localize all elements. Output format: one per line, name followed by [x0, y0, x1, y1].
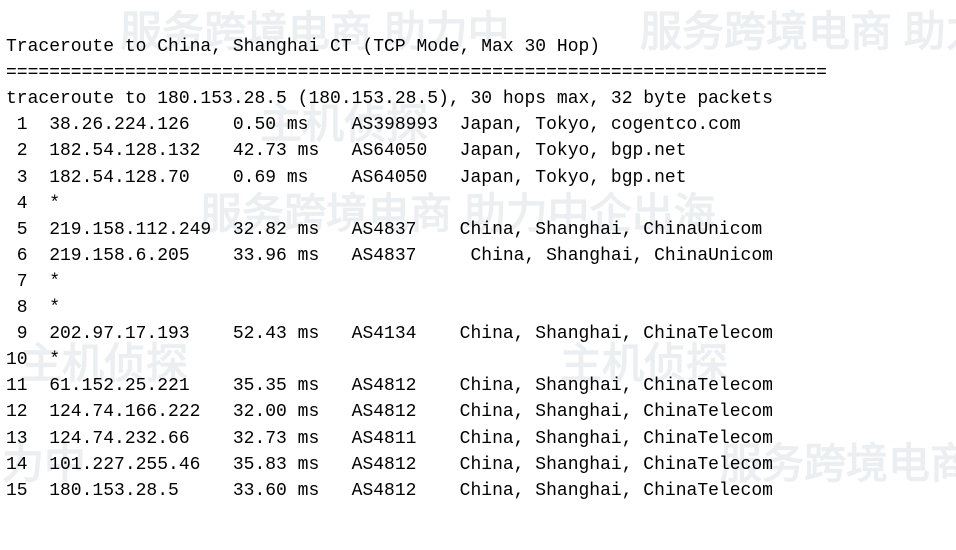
hop-row: 8 *	[6, 295, 950, 321]
hop-row: 14 101.227.255.46 35.83 ms AS4812 China,…	[6, 452, 950, 478]
traceroute-command: traceroute to 180.153.28.5 (180.153.28.5…	[6, 89, 773, 109]
terminal-output: Traceroute to China, Shanghai CT (TCP Mo…	[0, 0, 956, 538]
hop-row: 5 219.158.112.249 32.82 ms AS4837 China,…	[6, 217, 950, 243]
hop-row: 10 *	[6, 347, 950, 373]
hop-row: 6 219.158.6.205 33.96 ms AS4837 China, S…	[6, 243, 950, 269]
hop-row: 11 61.152.25.221 35.35 ms AS4812 China, …	[6, 373, 950, 399]
separator-line: ========================================…	[6, 63, 827, 83]
hop-row: 7 *	[6, 269, 950, 295]
hop-row: 15 180.153.28.5 33.60 ms AS4812 China, S…	[6, 478, 950, 504]
hop-row: 3 182.54.128.70 0.69 ms AS64050 Japan, T…	[6, 165, 950, 191]
traceroute-title: Traceroute to China, Shanghai CT (TCP Mo…	[6, 37, 600, 57]
hop-row: 9 202.97.17.193 52.43 ms AS4134 China, S…	[6, 321, 950, 347]
hop-row: 12 124.74.166.222 32.00 ms AS4812 China,…	[6, 399, 950, 425]
hop-list: 1 38.26.224.126 0.50 ms AS398993 Japan, …	[6, 112, 950, 503]
hop-row: 13 124.74.232.66 32.73 ms AS4811 China, …	[6, 426, 950, 452]
hop-row: 1 38.26.224.126 0.50 ms AS398993 Japan, …	[6, 112, 950, 138]
hop-row: 4 *	[6, 191, 950, 217]
hop-row: 2 182.54.128.132 42.73 ms AS64050 Japan,…	[6, 138, 950, 164]
